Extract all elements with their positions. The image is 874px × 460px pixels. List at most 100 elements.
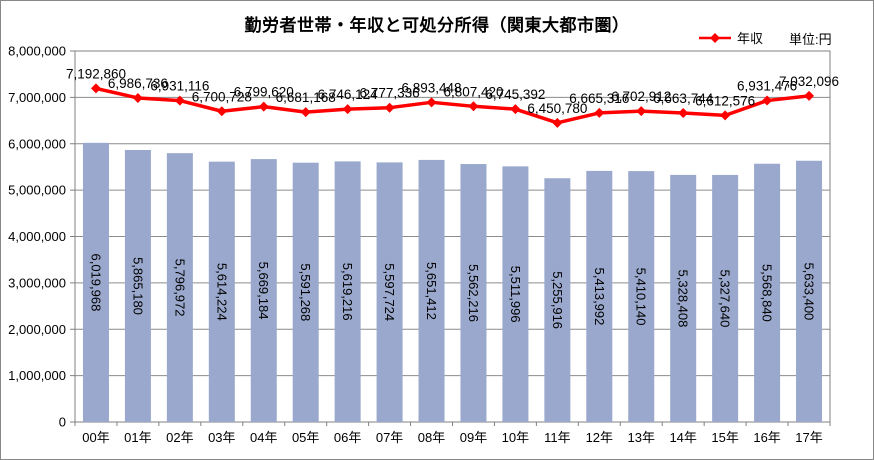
chart-title: 勤労者世帯・年収と可処分所得（関東大都市圏） — [244, 16, 630, 35]
bar-value-label: 5,410,140 — [634, 268, 649, 326]
line-value-label: 6,931,476 — [737, 79, 797, 94]
bar — [376, 162, 403, 422]
diamond-marker — [342, 104, 353, 115]
bar — [124, 150, 151, 423]
bar-value-label: 5,619,216 — [340, 263, 355, 321]
line-value-label: 6,681,168 — [276, 90, 336, 105]
x-axis-label: 08年 — [418, 430, 445, 445]
line-value-label: 6,986,736 — [108, 76, 168, 91]
bar — [628, 171, 655, 422]
line-value-label: 7,032,096 — [779, 74, 839, 89]
y-tick-label: 4,000,000 — [8, 229, 66, 244]
bar-value-label: 5,633,400 — [801, 262, 816, 320]
x-axis-label: 06年 — [334, 430, 361, 445]
bar-value-label: 5,327,640 — [718, 270, 733, 328]
diamond-marker — [636, 106, 647, 117]
x-axis-label: 11年 — [544, 430, 571, 445]
y-tick-label: 5,000,000 — [8, 183, 66, 198]
line-value-label: 6,777,336 — [360, 86, 420, 101]
diamond-marker — [762, 95, 773, 106]
diamond-marker — [468, 101, 479, 112]
bar — [586, 170, 613, 422]
bar — [796, 160, 823, 422]
y-tick-label: 1,000,000 — [8, 368, 66, 383]
x-axis-label: 02年 — [166, 430, 193, 445]
bar-value-label: 5,591,268 — [298, 263, 313, 321]
bar-value-label: 5,865,180 — [130, 257, 145, 315]
line-value-label: 6,665,316 — [569, 91, 629, 106]
x-axis-label: 10年 — [502, 430, 529, 445]
bar-value-label: 5,669,184 — [256, 262, 271, 320]
bar — [460, 164, 487, 422]
bar-value-label: 5,413,992 — [592, 268, 607, 326]
x-axis-label: 00年 — [82, 430, 109, 445]
bar-value-label: 5,651,412 — [424, 262, 439, 320]
bar — [82, 142, 109, 423]
bar-value-label: 5,796,972 — [172, 259, 187, 317]
line-value-label: 6,612,576 — [695, 93, 755, 108]
bar — [418, 159, 445, 422]
x-axis-label: 09年 — [460, 430, 487, 445]
diamond-marker — [174, 95, 185, 106]
x-axis-label: 17年 — [795, 430, 822, 445]
unit-label: 単位:円 — [789, 32, 832, 47]
bar-value-label: 5,562,216 — [466, 264, 481, 322]
bar — [502, 166, 529, 422]
line-value-label: 6,893,448 — [401, 80, 461, 95]
diamond-marker — [510, 104, 521, 115]
bar — [334, 161, 361, 422]
bar — [544, 178, 571, 422]
diamond-marker — [300, 107, 311, 118]
line-value-label: 6,799,620 — [234, 85, 294, 100]
x-axis-label: 04年 — [250, 430, 277, 445]
x-axis-label: 07年 — [376, 430, 403, 445]
bar-value-label: 6,019,968 — [88, 253, 103, 311]
line-value-label: 6,700,728 — [192, 89, 252, 104]
bar-value-label: 5,568,840 — [760, 264, 775, 322]
line-value-label: 6,746,124 — [318, 87, 379, 102]
y-tick-label: 3,000,000 — [8, 275, 66, 290]
line-value-label: 6,702,912 — [611, 89, 671, 104]
bar-value-label: 5,597,724 — [382, 263, 397, 321]
x-axis-label: 14年 — [669, 430, 696, 445]
x-axis-label: 15年 — [711, 430, 738, 445]
y-tick-label: 6,000,000 — [8, 136, 66, 151]
x-axis-label: 16年 — [753, 430, 780, 445]
bar — [292, 162, 319, 422]
diamond-marker — [90, 83, 101, 94]
diamond-marker — [216, 106, 227, 117]
bar — [208, 161, 235, 422]
bar-value-label: 5,614,224 — [214, 263, 229, 321]
line-value-label: 6,807,420 — [443, 84, 503, 99]
x-axis-label: 12年 — [586, 430, 613, 445]
x-axis-label: 13年 — [628, 430, 655, 445]
legend-series-label: 年収 — [737, 31, 764, 46]
diamond-marker — [720, 110, 731, 121]
diamond-marker — [678, 107, 689, 118]
diamond-marker — [594, 107, 605, 118]
x-axis-label: 03年 — [208, 430, 235, 445]
diamond-marker — [384, 102, 395, 113]
bar-value-label: 5,255,916 — [550, 271, 565, 329]
line-value-label: 6,931,116 — [150, 79, 209, 94]
bar — [166, 153, 193, 423]
y-tick-label: 2,000,000 — [8, 322, 66, 337]
line-value-label: 6,663,744 — [653, 91, 714, 106]
line-value-label: 6,450,780 — [527, 101, 587, 116]
diamond-marker — [552, 117, 563, 128]
bar — [670, 174, 697, 422]
diamond-marker — [132, 92, 143, 103]
bar — [250, 159, 277, 422]
line-value-label: 7,192,860 — [66, 66, 126, 81]
y-tick-label: 0 — [59, 415, 66, 430]
diamond-marker — [426, 97, 437, 108]
diamond-marker — [258, 101, 269, 112]
x-axis-label: 05年 — [292, 430, 319, 445]
line-value-label: 6,745,392 — [485, 87, 545, 102]
y-tick-label: 8,000,000 — [8, 44, 66, 59]
income-line — [95, 86, 810, 125]
y-tick-label: 7,000,000 — [8, 90, 66, 105]
bar-value-label: 5,328,408 — [676, 270, 691, 328]
bar — [712, 174, 739, 422]
